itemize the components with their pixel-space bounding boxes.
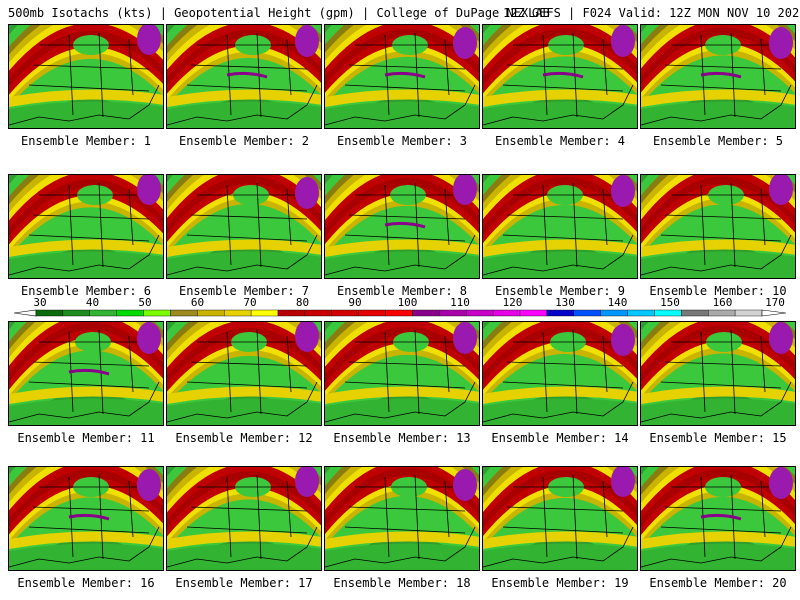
colorbar-swatch [331,309,359,317]
colorbar-tick-label: 140 [607,296,628,309]
ensemble-member-label: Ensemble Member: 12 [175,431,313,445]
ensemble-member-label: Ensemble Member: 3 [336,134,468,148]
ensemble-map-panel [324,24,480,129]
ensemble-member-label: Ensemble Member: 8 [336,284,468,298]
colorbar-swatch [35,309,64,317]
colorbar-swatch [277,309,306,317]
colorbar-tick-label: 60 [190,296,205,309]
colorbar-swatch [492,309,521,317]
map-title: 500mb Isotachs (kts) | Geopotential Heig… [8,6,550,20]
colorbar-swatch [546,309,574,317]
colorbar-swatch [143,309,171,317]
ensemble-map-panel [324,466,480,571]
colorbar-swatch [573,309,601,317]
colorbar-swatch [89,309,117,317]
colorbar-tick-label: 40 [85,296,100,309]
ensemble-member-label: Ensemble Member: 11 [17,431,155,445]
ensemble-member-label: Ensemble Member: 1 [20,134,152,148]
ensemble-map-panel [640,174,796,279]
colorbar-tick-label: 30 [33,296,47,309]
ensemble-map-panel [482,321,638,426]
colorbar-swatch [170,309,198,317]
colorbar-swatch [519,309,548,317]
ensemble-member-label: Ensemble Member: 15 [649,431,787,445]
ensemble-map-panel [482,24,638,129]
colorbar-swatch [466,309,494,317]
ensemble-member-label: Ensemble Member: 9 [494,284,626,298]
colorbar-swatch [224,309,252,317]
colorbar-swatch [250,309,279,317]
colorbar-tick-label: 120 [502,296,523,309]
colorbar-swatch [304,309,332,317]
ensemble-map-panel [8,466,164,571]
colorbar-swatch [681,309,709,317]
colorbar-tick-label: 90 [348,296,362,309]
colorbar-tick-label: 130 [555,296,575,309]
colorbar-swatch [197,309,225,317]
colorbar-right-arrow [761,309,787,317]
colorbar-swatch [385,309,413,317]
ensemble-member-label: Ensemble Member: 6 [20,284,152,298]
model-valid-time: 12Z GEFS | F024 Valid: 12Z MON NOV 10 20… [503,6,800,20]
colorbar-tick-label: 70 [243,296,257,309]
ensemble-map-panel [166,321,322,426]
ensemble-map-panel [166,466,322,571]
colorbar-tick-label: 150 [660,296,680,309]
colorbar-swatch [412,309,440,317]
ensemble-map-panel [324,321,480,426]
colorbar-swatch [627,309,655,317]
colorbar [13,309,787,317]
colorbar-swatch [62,309,90,317]
colorbar-tick-label: 80 [295,296,310,309]
colorbar-swatch [708,309,736,317]
ensemble-member-label: Ensemble Member: 10 [649,284,787,298]
ensemble-map-panel [482,466,638,571]
ensemble-map-panel [166,24,322,129]
colorbar-swatch [734,309,763,317]
ensemble-map-panel [8,321,164,426]
colorbar-swatch [654,309,682,317]
ensemble-member-label: Ensemble Member: 16 [17,576,155,590]
ensemble-member-label: Ensemble Member: 5 [652,134,784,148]
ensemble-member-label: Ensemble Member: 14 [491,431,629,445]
ensemble-map-panel [482,174,638,279]
ensemble-map-panel [640,466,796,571]
ensemble-map-panel [640,24,796,129]
colorbar-swatch [116,309,144,317]
ensemble-member-label: Ensemble Member: 7 [178,284,310,298]
colorbar-tick-label: 110 [450,296,470,309]
ensemble-map-panel [8,174,164,279]
ensemble-map-panel [640,321,796,426]
colorbar-tick-label: 170 [765,296,785,309]
colorbar-tick-label: 50 [138,296,152,309]
ensemble-member-label: Ensemble Member: 18 [333,576,471,590]
ensemble-map-panel [324,174,480,279]
ensemble-member-label: Ensemble Member: 20 [649,576,787,590]
colorbar-tick-label: 100 [397,296,418,309]
ensemble-member-label: Ensemble Member: 17 [175,576,313,590]
colorbar-swatch [358,309,386,317]
ensemble-member-label: Ensemble Member: 2 [178,134,310,148]
colorbar-swatch [600,309,628,317]
ensemble-member-label: Ensemble Member: 4 [494,134,626,148]
colorbar-tick-label: 160 [712,296,733,309]
colorbar-left-arrow [13,309,37,317]
ensemble-map-panel [8,24,164,129]
colorbar-swatch [439,309,467,317]
ensemble-member-label: Ensemble Member: 19 [491,576,629,590]
ensemble-member-label: Ensemble Member: 13 [333,431,471,445]
ensemble-map-panel [166,174,322,279]
